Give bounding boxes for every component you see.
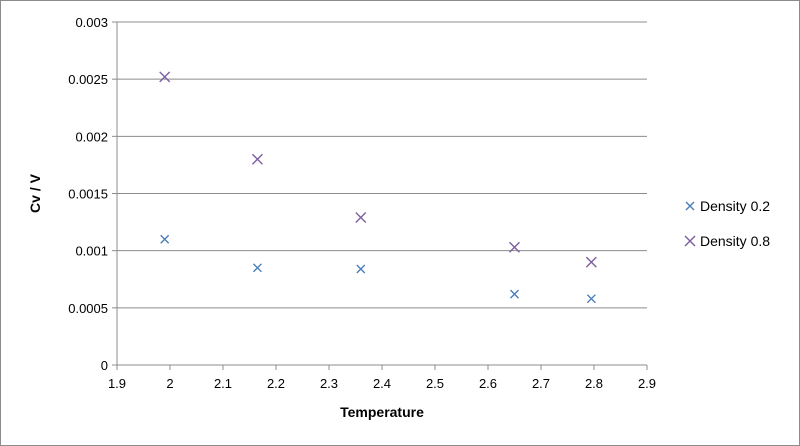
data-points [159, 71, 597, 304]
x-tick-labels: 1.9 2 2.1 2.2 2.3 2.4 2.5 2.6 2.7 2.8 2.9 [108, 376, 656, 391]
x-tick-label: 2.2 [267, 376, 285, 391]
y-tick-label: 0.002 [75, 129, 108, 144]
y-tick-label: 0.003 [75, 15, 108, 30]
data-point [585, 256, 597, 268]
legend-marker [685, 201, 695, 211]
legend-item: Density 0.2 [685, 198, 770, 214]
x-tick-label: 1.9 [108, 376, 126, 391]
data-point [160, 234, 170, 244]
x-tick-label: 2.8 [585, 376, 603, 391]
data-point [586, 294, 596, 304]
legend-label: Density 0.2 [700, 198, 770, 214]
data-point [510, 289, 519, 299]
y-tick-label: 0 [101, 358, 108, 373]
legend: Density 0.2 Density 0.8 [684, 198, 770, 249]
x-axis-title: Temperature [340, 404, 424, 420]
y-tick-label: 0.0015 [68, 187, 108, 202]
x-tick-label: 2.3 [320, 376, 338, 391]
x-tick-label: 2 [166, 376, 173, 391]
y-tick-label: 0.0005 [68, 301, 108, 316]
y-tick-labels: 0 0.0005 0.001 0.0015 0.002 0.0025 0.003 [68, 15, 108, 373]
data-point [252, 263, 262, 273]
x-tick-label: 2.7 [532, 376, 550, 391]
data-point [251, 153, 263, 165]
data-point [356, 264, 366, 274]
y-tick-label: 0.001 [75, 244, 108, 259]
axes [116, 22, 648, 370]
y-tick-label: 0.0025 [68, 72, 108, 87]
data-point [509, 241, 520, 253]
legend-item: Density 0.8 [684, 233, 770, 249]
x-tick-label: 2.6 [479, 376, 497, 391]
x-tick-label: 2.5 [426, 376, 444, 391]
x-tick-label: 2.4 [373, 376, 391, 391]
legend-label: Density 0.8 [700, 233, 770, 249]
data-point [355, 212, 367, 224]
legend-marker [684, 235, 696, 247]
data-point [159, 71, 171, 83]
y-axis-title: Cv / V [27, 173, 43, 213]
gridlines [112, 21, 647, 366]
x-tick-label: 2.9 [638, 376, 656, 391]
x-tick-label: 2.1 [214, 376, 232, 391]
